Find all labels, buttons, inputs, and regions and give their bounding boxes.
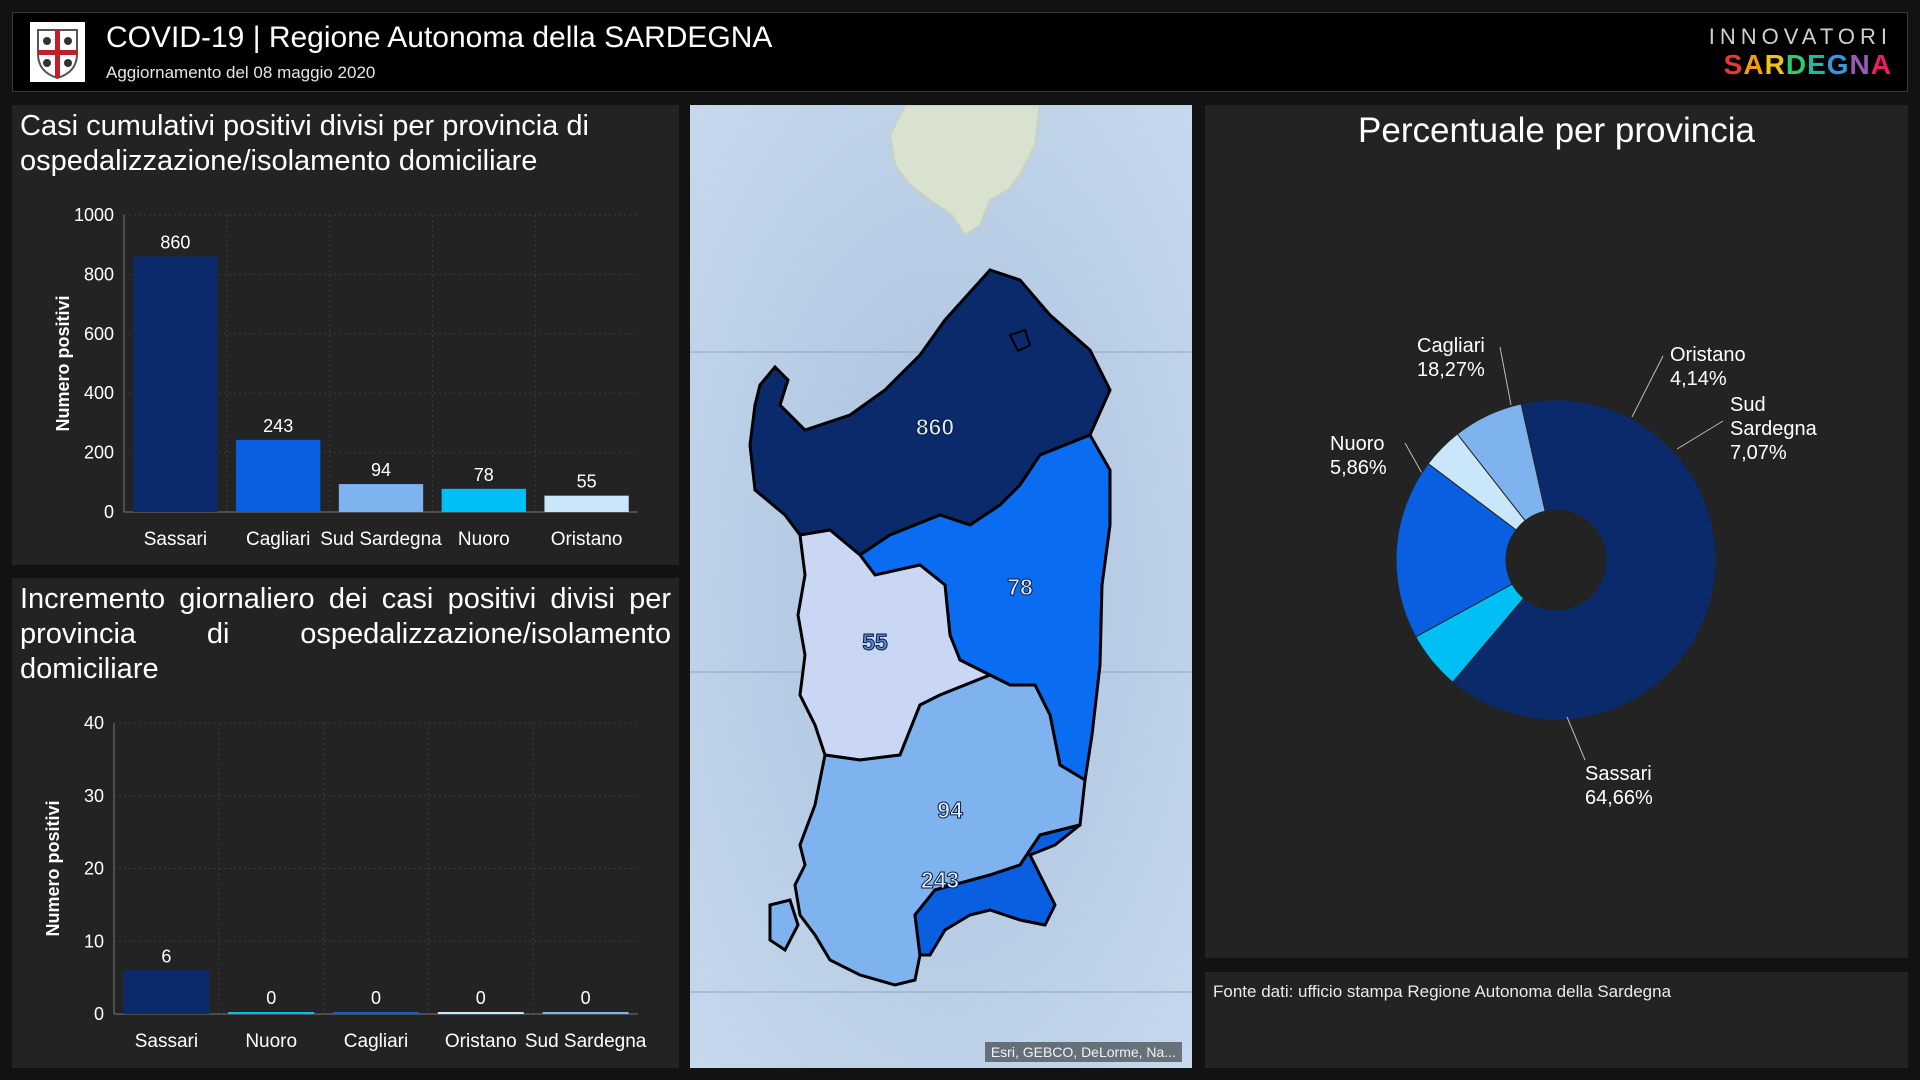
brand-letter: D: [1785, 49, 1808, 80]
brand-letter: A: [1743, 49, 1765, 80]
brand-letter: G: [1826, 49, 1850, 80]
update-date: Aggiornamento del 08 maggio 2020: [106, 63, 376, 82]
pie-slice-value: 4,14%: [1670, 368, 1727, 390]
bar-oristano: [437, 1012, 524, 1014]
x-tick-label: Cagliari: [344, 1031, 408, 1052]
map-island: [1008, 328, 1032, 353]
x-tick-label: Oristano: [551, 529, 623, 550]
bar-value-label: 0: [581, 988, 591, 1008]
cumulative-chart-panel: Casi cumulativi positivi divisi per prov…: [12, 105, 679, 565]
x-tick-label: Nuoro: [245, 1031, 297, 1052]
brand-letter: N: [1849, 49, 1871, 80]
bar-value-label: 6: [161, 946, 171, 966]
y-tick-label: 10: [84, 931, 104, 951]
y-tick-label: 20: [84, 859, 104, 879]
sardinia-map[interactable]: 860 78 55 94 243 Esri, GEBCO, DeLorme, N…: [690, 105, 1192, 1068]
pie-slice-sud-sardegna: [1456, 403, 1546, 522]
bar-value-label: 243: [263, 416, 293, 436]
map-label-sassari: 860: [916, 414, 954, 440]
data-source-text: Fonte dati: ufficio stampa Regione Auton…: [1213, 982, 1672, 1001]
bar-value-label: 0: [266, 988, 276, 1008]
map-label-nuoro: 78: [1007, 574, 1033, 600]
daily-chart-title: Incremento giornaliero dei casi positivi…: [20, 583, 671, 685]
pie-leader-line: [1404, 442, 1424, 476]
pie-leader-line: [1676, 420, 1724, 450]
pie-slice-value: 5,86%: [1330, 457, 1387, 479]
x-tick-label: Sassari: [144, 529, 207, 550]
map-label-oristano: 55: [862, 629, 888, 655]
pie-slice-sassari: [1452, 399, 1717, 721]
brand-top-text: INNOVATORI: [1708, 24, 1892, 49]
y-tick-label: 400: [84, 383, 114, 403]
y-tick-label: 30: [84, 786, 104, 806]
dashboard-title: COVID-19 | Regione Autonoma della SARDEG…: [106, 21, 773, 54]
corsica-landmass: [888, 105, 1042, 237]
y-tick-label: 40: [84, 713, 104, 733]
bar-value-label: 0: [371, 988, 381, 1008]
pie-chart-panel: Percentuale per provincia Sassari 64,66% N…: [1205, 105, 1908, 958]
pie-leader-line: [1499, 346, 1512, 406]
x-tick-label: Nuoro: [458, 529, 510, 550]
pie-slice-value: 7,07%: [1730, 442, 1787, 464]
pie-chart-title: Percentuale per provincia: [1358, 111, 1755, 150]
bar-sud-sardegna: [542, 1012, 629, 1014]
y-tick-label: 1000: [74, 205, 114, 225]
bar-value-label: 860: [160, 233, 190, 253]
cumulative-bar-chart: 0 200 400 600 800 1000 860 Sassari 243 Cagliari 94…: [53, 205, 638, 550]
bar-value-label: 55: [577, 472, 597, 492]
map-attribution[interactable]: Esri, GEBCO, DeLorme, Na...: [984, 1042, 1182, 1062]
bar-value-label: 94: [371, 460, 391, 480]
pie-slice-cagliari: [1395, 462, 1517, 638]
brand-letter: A: [1870, 49, 1892, 80]
brand-letter: E: [1807, 49, 1827, 80]
pie-slice-value: 64,66%: [1585, 787, 1653, 809]
region-crest-logo: [30, 22, 85, 82]
pie-leader-line: [1566, 716, 1586, 761]
y-tick-label: 0: [104, 502, 114, 522]
x-tick-label: Cagliari: [246, 529, 310, 550]
pie-slice-label: Sardegna: [1730, 418, 1818, 440]
source-panel: Fonte dati: ufficio stampa Regione Auton…: [1205, 972, 1908, 1068]
x-tick-label: Sud Sardegna: [525, 1031, 647, 1052]
map-label-sud-sardegna: 94: [937, 797, 963, 823]
bar-cagliari: [236, 439, 321, 512]
pie-slice-value: 18,27%: [1417, 359, 1485, 381]
x-tick-label: Oristano: [445, 1031, 517, 1052]
pie-slice-label: Sud: [1730, 394, 1766, 416]
y-tick-label: 200: [84, 443, 114, 463]
pie-slice-label: Nuoro: [1330, 433, 1384, 455]
pie-slice-label: Oristano: [1670, 344, 1746, 366]
bar-sud-sardegna: [338, 484, 424, 512]
bar-value-label: 78: [474, 465, 494, 485]
y-tick-label: 800: [84, 264, 114, 284]
bar-sassari: [133, 256, 218, 512]
brand-letter: S: [1723, 49, 1744, 80]
map-label-cagliari: 243: [921, 867, 959, 893]
y-axis-label: Numero positivi: [53, 295, 73, 431]
bar-oristano: [544, 495, 629, 512]
y-tick-label: 0: [94, 1004, 104, 1024]
map-region-cagliari[interactable]: [913, 823, 1081, 957]
brand-logo-text: SARDEGNA: [1724, 49, 1892, 81]
bar-cagliari: [333, 1012, 419, 1014]
cumulative-chart-title: Casi cumulativi positivi divisi per prov…: [20, 110, 589, 177]
y-tick-label: 600: [84, 324, 114, 344]
pie-slice-label: Sassari: [1585, 763, 1652, 785]
brand-letter: R: [1764, 49, 1786, 80]
bar-value-label: 0: [476, 988, 486, 1008]
daily-bar-chart: 0 10 20 30 40 6 Sassari 0 Nuoro 0 Cagliari 0 Oristan…: [43, 713, 647, 1052]
bar-nuoro: [228, 1012, 315, 1014]
header-bar: COVID-19 | Regione Autonoma della SARDEG…: [12, 12, 1908, 92]
x-tick-label: Sud Sardegna: [320, 529, 442, 550]
bar-sassari: [123, 970, 210, 1014]
map-canvas[interactable]: 860 78 55 94 243: [690, 105, 1192, 1068]
bar-nuoro: [441, 488, 526, 512]
daily-chart-panel: Incremento giornaliero dei casi positivi…: [12, 578, 679, 1068]
x-tick-label: Sassari: [135, 1031, 198, 1052]
y-axis-label: Numero positivi: [43, 800, 63, 936]
map-island: [768, 898, 800, 953]
pie-slice-label: Cagliari: [1417, 335, 1485, 357]
pie-leader-line: [1631, 355, 1664, 418]
